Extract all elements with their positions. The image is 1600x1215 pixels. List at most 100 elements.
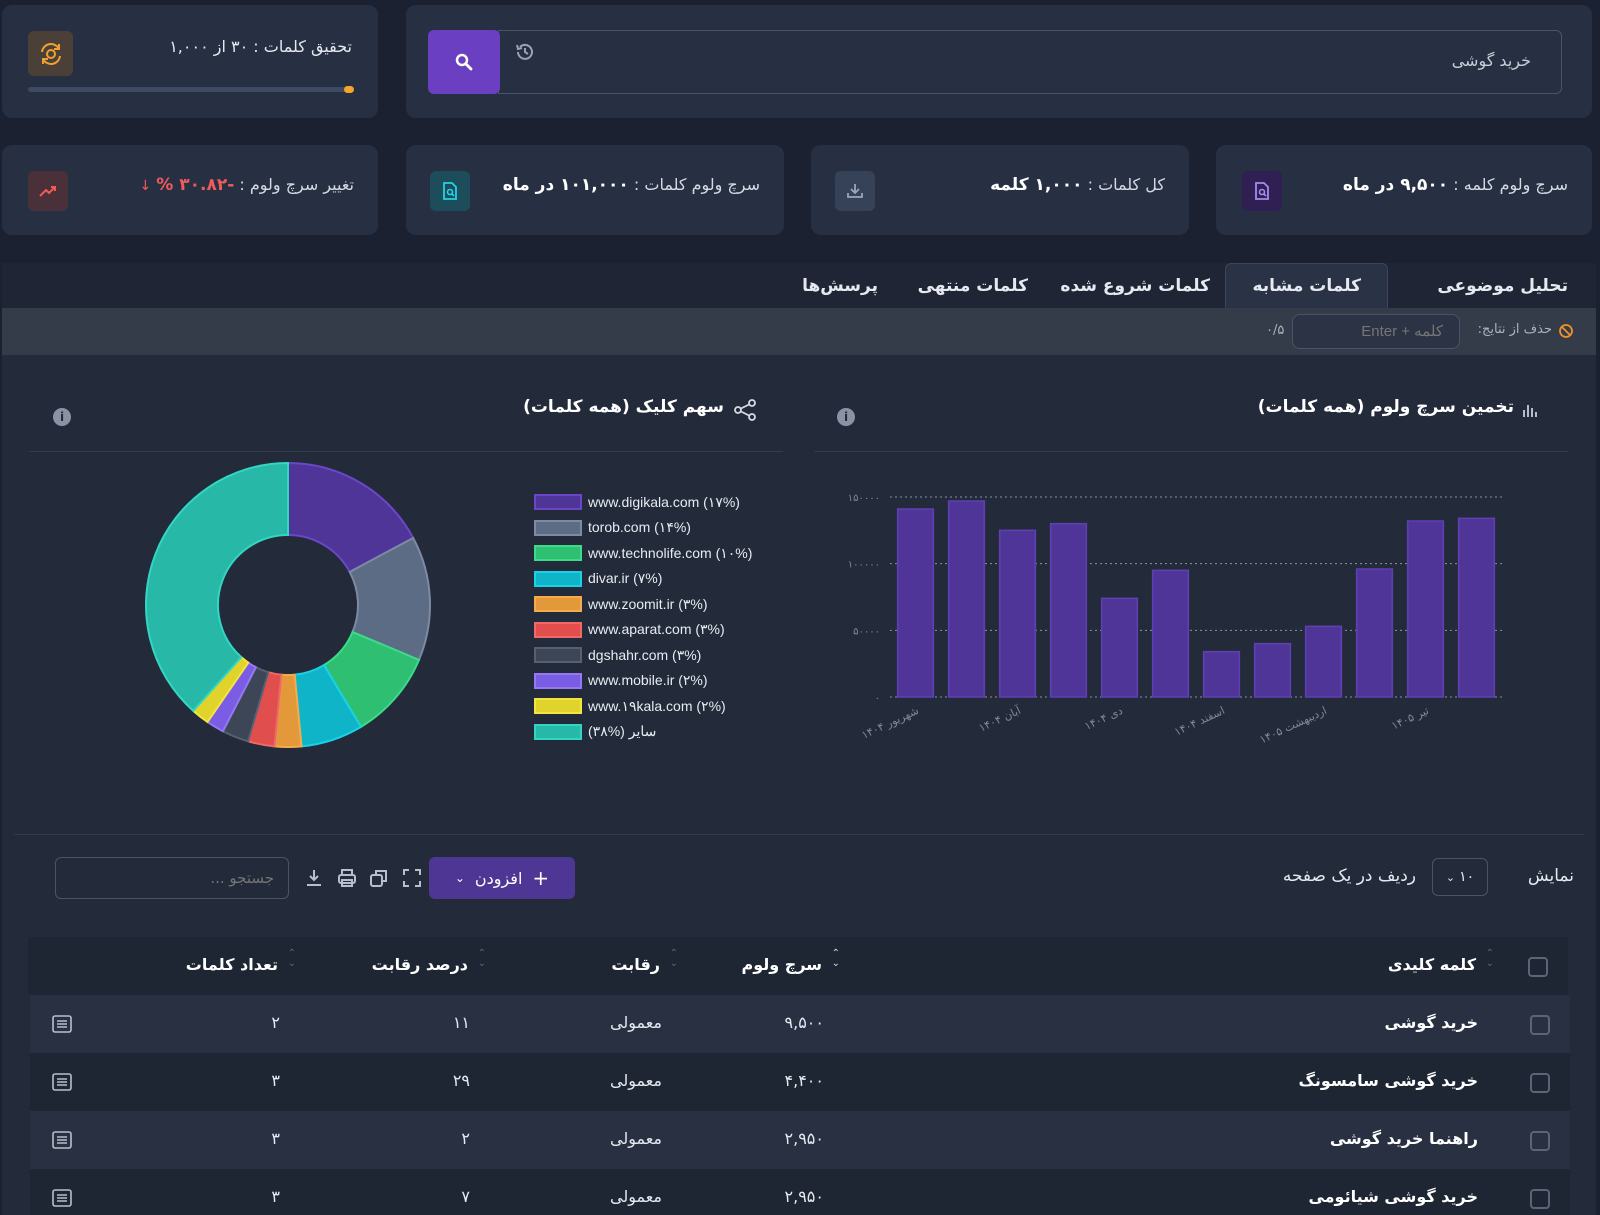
legend-swatch xyxy=(534,723,582,740)
header-keyword[interactable]: کلمه کلیدی xyxy=(1387,955,1476,974)
exclude-counter: ۰/۵ xyxy=(1266,323,1285,338)
tab-topic-analysis[interactable]: تحلیل موضوعی xyxy=(1437,275,1568,296)
row-checkbox[interactable] xyxy=(1530,1015,1550,1035)
add-button[interactable]: ⌄ افزودن + xyxy=(429,857,575,899)
select-all-checkbox[interactable] xyxy=(1528,957,1548,977)
cell-competition-percent: ۱۱ xyxy=(452,1013,470,1032)
legend-label: torob.com (۱۴%) xyxy=(588,519,691,535)
sort-icon[interactable]: ⌃ ⌄ xyxy=(831,948,840,969)
header-competition[interactable]: رقابت xyxy=(611,955,660,974)
refresh-target-icon[interactable] xyxy=(28,31,73,76)
cell-volume: ۲,۹۵۰ xyxy=(784,1129,824,1148)
row-checkbox[interactable] xyxy=(1530,1073,1550,1093)
legend-item[interactable]: www.۱۹kala.com (۲%) xyxy=(534,696,726,716)
header-volume[interactable]: سرچ ولوم xyxy=(741,955,823,974)
tabs-bar: تحلیل موضوعی کلمات مشابه کلمات شروع شده … xyxy=(2,263,1596,308)
cell-competition-percent: ۷ xyxy=(461,1187,470,1206)
bar[interactable] xyxy=(1304,625,1343,698)
table-search-input[interactable] xyxy=(55,857,289,899)
sort-icon[interactable]: ⌃ ⌄ xyxy=(1485,948,1494,969)
stat-words-volume-label: سرچ ولوم کلمات : xyxy=(633,175,760,194)
exclude-input[interactable] xyxy=(1292,314,1460,349)
legend-swatch xyxy=(534,570,582,587)
filter-label: حذف از نتایج: xyxy=(1477,322,1552,337)
tab-questions[interactable]: پرسش‌ها xyxy=(802,275,878,296)
legend-item[interactable]: www.aparat.com (۳%) xyxy=(534,620,725,640)
row-checkbox[interactable] xyxy=(1530,1131,1550,1151)
sort-icon[interactable]: ⌃ ⌄ xyxy=(477,948,486,969)
table-row[interactable]: راهنما خرید گوشی ۲,۹۵۰ معمولی ۲ ۳ xyxy=(30,1111,1570,1169)
cell-volume: ۹,۵۰۰ xyxy=(784,1013,824,1032)
legend-item[interactable]: www.digikala.com (۱۷%) xyxy=(534,492,740,512)
legend-swatch xyxy=(534,545,582,561)
cell-competition: معمولی xyxy=(609,1129,662,1148)
details-icon[interactable] xyxy=(52,1131,72,1153)
bar[interactable] xyxy=(947,500,986,698)
download-icon xyxy=(835,171,875,211)
search-button[interactable] xyxy=(428,30,500,94)
tab-starting-words[interactable]: کلمات شروع شده xyxy=(1060,275,1210,296)
details-icon[interactable] xyxy=(52,1015,72,1037)
table-row[interactable]: خرید گوشی ۹,۵۰۰ معمولی ۱۱ ۲ xyxy=(30,995,1570,1053)
bar[interactable] xyxy=(1100,597,1139,698)
row-checkbox[interactable] xyxy=(1530,1189,1550,1209)
cell-word-count: ۳ xyxy=(271,1187,280,1206)
legend-item[interactable]: www.mobile.ir (۲%) xyxy=(534,671,708,691)
print-icon[interactable] xyxy=(336,867,358,889)
legend-item[interactable]: torob.com (۱۴%) xyxy=(534,518,691,538)
copy-icon[interactable] xyxy=(368,867,390,889)
x-tick-label: اردیبهشت ۱۴۰۵ xyxy=(1258,704,1329,746)
bar[interactable] xyxy=(896,508,935,698)
bar[interactable] xyxy=(1151,569,1190,698)
tab-similar-words[interactable]: کلمات مشابه xyxy=(1225,263,1388,308)
details-icon[interactable] xyxy=(52,1073,72,1095)
download-icon[interactable] xyxy=(303,867,325,889)
fullscreen-icon[interactable] xyxy=(401,867,423,889)
page-size-select[interactable]: ⌄ ۱۰ xyxy=(1432,858,1488,896)
legend-item[interactable]: www.technolife.com (۱۰%) xyxy=(534,543,752,563)
table-row[interactable]: خرید گوشی سامسونگ ۴,۴۰۰ معمولی ۲۹ ۳ xyxy=(30,1053,1570,1111)
chevron-down-icon: ⌄ xyxy=(454,871,465,885)
table-header: کلمه کلیدی ⌃ ⌄ سرچ ولوم ⌃ ⌄ رقابت ⌃ ⌄ درصد … xyxy=(28,937,1568,995)
details-icon[interactable] xyxy=(52,1189,72,1211)
pie-slice[interactable] xyxy=(287,461,415,574)
stat-word-volume: سرچ ولوم کلمه : ۹,۵۰۰ در ماه xyxy=(1216,145,1592,235)
x-tick-label: تیر ۱۴۰۵ xyxy=(1389,704,1430,733)
pie-slice[interactable] xyxy=(145,461,289,713)
click-share-donut-chart xyxy=(145,461,431,748)
tab-ending-words[interactable]: کلمات منتهی xyxy=(917,275,1028,296)
bar[interactable] xyxy=(1355,568,1394,698)
volume-bar-chart: ۰ ۵۰۰۰۰ ۱۰۰۰۰۰ ۱۵۰۰۰۰ شهریور ۱۴۰۴ آبان ۱۴۰۴ دی… xyxy=(848,493,1502,746)
bar[interactable] xyxy=(1202,650,1241,698)
legend-item[interactable]: dgshahr.com (۳%) xyxy=(534,645,701,665)
cell-competition: معمولی xyxy=(609,1187,662,1206)
bar[interactable] xyxy=(1253,642,1292,698)
header-competition-percent[interactable]: درصد رقابت xyxy=(371,955,468,974)
legend-item[interactable]: www.zoomit.ir (۳%) xyxy=(534,594,708,614)
legend-label: divar.ir (۷%) xyxy=(588,570,663,586)
bar[interactable] xyxy=(1049,522,1088,698)
legend-item[interactable]: divar.ir (۷%) xyxy=(534,569,662,589)
search-input-box[interactable]: خرید گوشی xyxy=(498,30,1562,94)
bar[interactable] xyxy=(1406,520,1445,698)
chevron-down-icon: ⌄ xyxy=(1445,870,1456,884)
bar[interactable] xyxy=(1457,517,1496,698)
legend-label: www.digikala.com (۱۷%) xyxy=(588,493,740,510)
history-icon[interactable] xyxy=(513,40,537,64)
legend-swatch xyxy=(534,698,582,714)
header-word-count[interactable]: تعداد کلمات xyxy=(185,955,278,974)
click-chart-divider xyxy=(29,451,783,452)
info-icon[interactable]: i xyxy=(53,408,71,426)
table-row[interactable]: خرید گوشی شیائومی ۲,۹۵۰ معمولی ۷ ۳ xyxy=(30,1169,1570,1215)
cell-word-count: ۳ xyxy=(271,1071,280,1090)
sort-icon[interactable]: ⌃ ⌄ xyxy=(287,948,296,969)
info-icon[interactable]: i xyxy=(837,408,855,426)
legend-label: www.technolife.com (۱۰%) xyxy=(588,544,753,561)
legend-item[interactable]: سایر (%۳۸) xyxy=(534,722,656,742)
page-size-value: ۱۰ xyxy=(1459,869,1475,885)
search-input[interactable]: خرید گوشی xyxy=(1451,51,1531,70)
sort-icon[interactable]: ⌃ ⌄ xyxy=(669,948,678,969)
bar[interactable] xyxy=(998,529,1037,698)
bar-chart-icon xyxy=(1522,402,1538,418)
stat-total-words-value: ۱,۰۰۰ کلمه xyxy=(990,175,1083,195)
